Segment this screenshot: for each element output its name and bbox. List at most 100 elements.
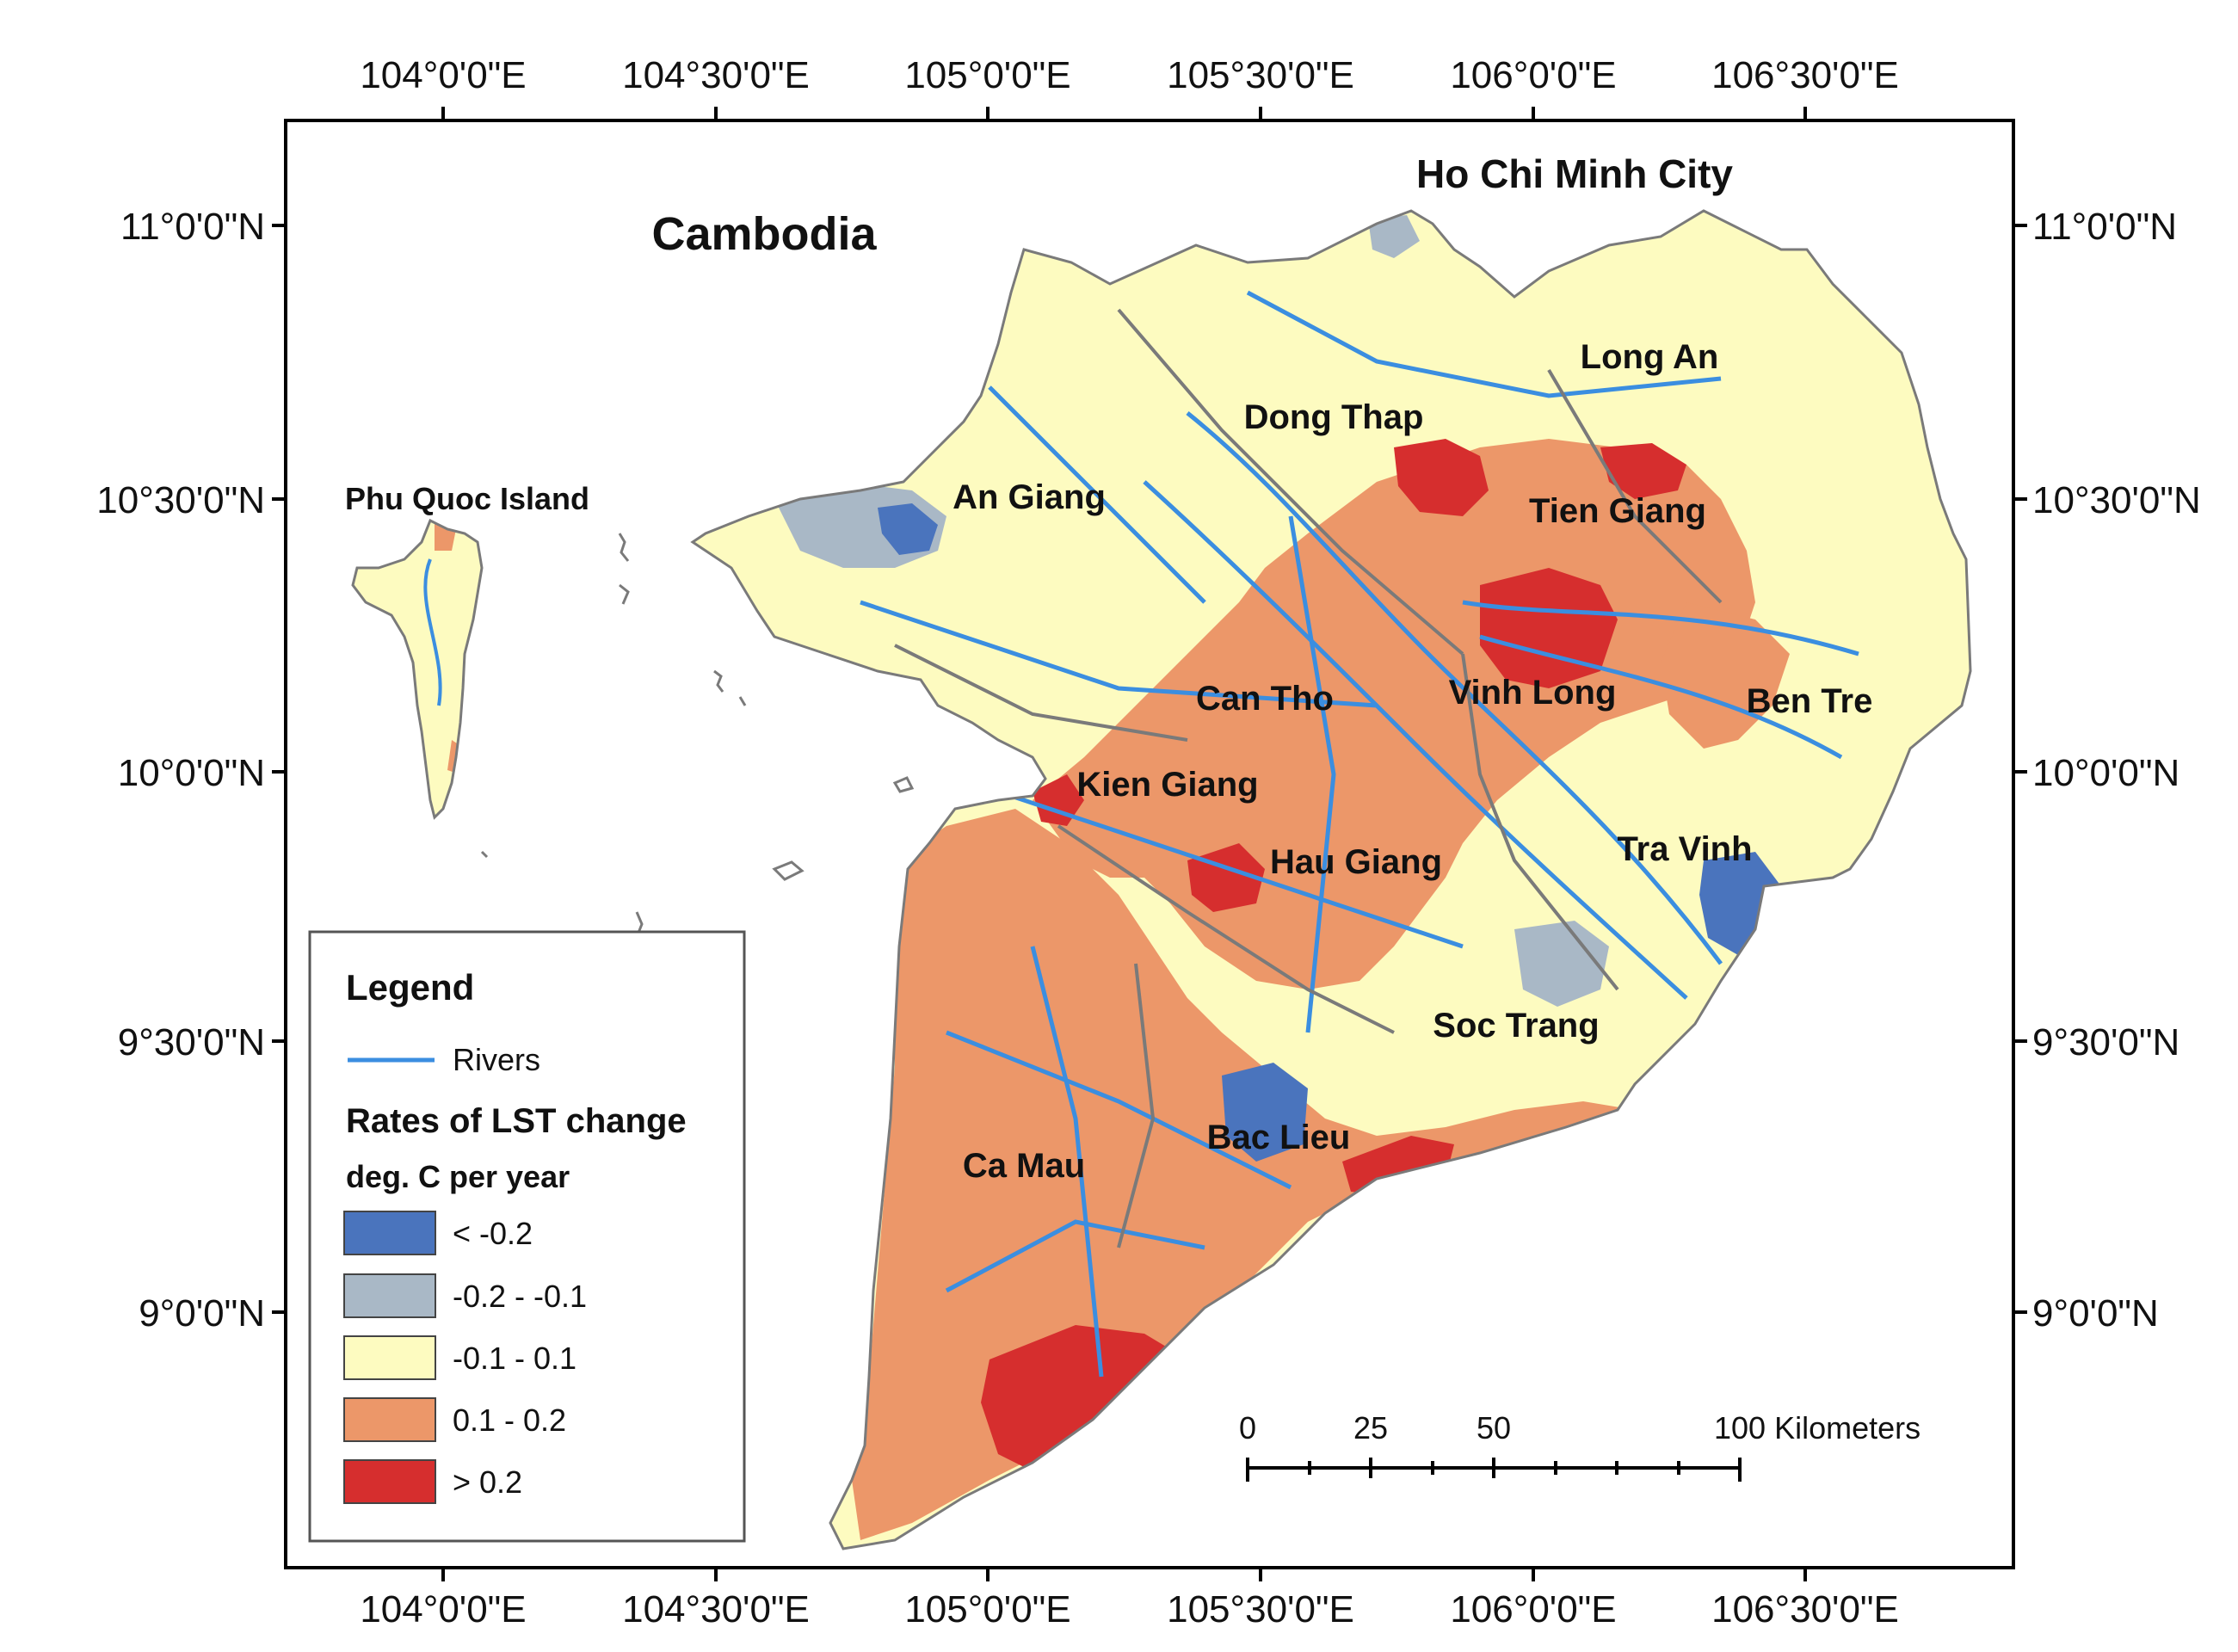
label-dong-thap: Dong Thap — [1244, 398, 1424, 436]
river-hau — [1143, 480, 1688, 1000]
delta-coastline — [690, 209, 1972, 1550]
river-canal-6 — [945, 1219, 1205, 1293]
river-canal-1 — [860, 600, 1378, 708]
province-boundaries — [894, 308, 1723, 1248]
bottom-axis: 104°0'0"E 104°30'0"E 105°0'0"E 105°30'0"… — [360, 1568, 1899, 1630]
label-can-tho: Can Tho — [1196, 680, 1334, 718]
phu-quoc-river — [423, 558, 442, 706]
legend-rate-title: Rates of LST change — [346, 1102, 687, 1140]
label-phu-quoc: Phu Quoc Island — [345, 481, 589, 516]
legend-swatch — [343, 1459, 436, 1504]
islet-1 — [618, 533, 630, 562]
zone-cooling-hcmc — [1368, 215, 1420, 258]
label-tien-giang: Tien Giang — [1529, 492, 1706, 530]
rivers — [860, 290, 1859, 1378]
left-axis: 11°0'0"N 10°30'0"N 10°0'0"N 9°30'0"N 9°0… — [96, 206, 286, 1335]
label-ben-tre: Ben Tre — [1747, 682, 1873, 720]
river-canal-5 — [1246, 290, 1722, 398]
river-tien — [1186, 411, 1723, 965]
label-kien-giang: Kien Giang — [1076, 766, 1258, 804]
label-an-giang: An Giang — [953, 478, 1106, 516]
top-tick-label: 105°0'0"E — [904, 54, 1070, 96]
bottom-tick-label: 104°0'0"E — [360, 1588, 526, 1630]
zone-slight-cooling-soctrang — [1514, 921, 1609, 1007]
legend-swatch — [343, 1273, 436, 1318]
legend-class-label: 0.1 - 0.2 — [453, 1402, 566, 1438]
legend: Legend Rivers Rates of LST change deg. C… — [308, 930, 746, 1543]
scale-label: 25 — [1353, 1410, 1388, 1446]
right-tick-label: 11°0'0"N — [2032, 206, 2177, 248]
zone-strong-dongthap — [1394, 439, 1489, 516]
left-tick-label: 9°30'0"N — [118, 1021, 265, 1063]
zone-strong-cooling-angiang — [878, 503, 938, 555]
label-soc-trang: Soc Trang — [1433, 1007, 1599, 1045]
zone-cooling-baclieu — [1222, 1063, 1308, 1162]
legend-swatch — [343, 1335, 436, 1380]
zone-strong-center — [1480, 568, 1618, 688]
label-tra-vinh: Tra Vinh — [1617, 830, 1752, 868]
islet-7 — [635, 911, 644, 934]
legend-rivers-label: Rivers — [453, 1042, 540, 1077]
legend-unit: deg. C per year — [346, 1159, 570, 1194]
label-hcmc: Ho Chi Minh City — [1416, 151, 1733, 196]
river-branch-1 — [1462, 600, 1859, 656]
scale-bar: 0 25 50 100 Kilometers — [1239, 1410, 1920, 1482]
legend-class-label: > 0.2 — [453, 1464, 522, 1500]
river-branch-2 — [1479, 634, 1843, 760]
river-canal-7 — [1030, 946, 1104, 1378]
scale-label: 100 Kilometers — [1714, 1410, 1920, 1446]
river-canal-3 — [946, 1030, 1292, 1190]
label-vinh-long: Vinh Long — [1449, 674, 1617, 712]
label-ca-mau: Ca Mau — [963, 1147, 1085, 1185]
legend-swatch — [343, 1211, 436, 1255]
legend-title: Legend — [346, 967, 474, 1008]
zone-strong-tiengiang — [1600, 443, 1686, 499]
right-axis: 11°0'0"N 10°30'0"N 10°0'0"N 9°30'0"N 9°0… — [2013, 206, 2201, 1335]
bottom-tick-label: 105°0'0"E — [904, 1588, 1070, 1630]
scale-label: 0 — [1239, 1410, 1256, 1446]
boundary-4 — [1461, 653, 1619, 991]
islet-8 — [480, 850, 489, 859]
right-tick-label: 9°30'0"N — [2032, 1021, 2179, 1063]
label-hau-giang: Hau Giang — [1270, 843, 1442, 881]
bottom-tick-label: 106°30'0"E — [1711, 1588, 1899, 1630]
river-canal-8 — [1288, 515, 1336, 1033]
boundary-5 — [1117, 963, 1156, 1248]
boundary-1 — [1117, 308, 1464, 656]
top-axis: 104°0'0"E 104°30'0"E 105°0'0"E 105°30'0"… — [360, 54, 1899, 120]
islet-5 — [892, 776, 915, 793]
left-tick-label: 10°30'0"N — [96, 479, 265, 521]
right-tick-label: 10°30'0"N — [2032, 479, 2201, 521]
legend-class-label: < -0.2 — [453, 1216, 533, 1251]
bottom-tick-label: 104°30'0"E — [622, 1588, 810, 1630]
zone-warming-east — [1661, 602, 1790, 749]
boundary-2 — [1057, 824, 1395, 1034]
label-bac-lieu: Bac Lieu — [1207, 1119, 1351, 1156]
scale-label: 50 — [1477, 1410, 1511, 1446]
boundary-3 — [1547, 368, 1723, 604]
islet-2 — [619, 583, 630, 605]
river-canal-2 — [946, 772, 1464, 949]
legend-class-label: -0.1 - 0.1 — [453, 1341, 576, 1376]
right-tick-label: 10°0'0"N — [2032, 752, 2179, 794]
islet-3 — [713, 669, 724, 693]
bottom-tick-label: 105°30'0"E — [1167, 1588, 1354, 1630]
river-canal-4 — [988, 385, 1206, 604]
top-tick-label: 104°0'0"E — [360, 54, 526, 96]
offshore-islets — [480, 533, 915, 934]
left-tick-label: 11°0'0"N — [120, 206, 265, 248]
left-tick-label: 9°0'0"N — [139, 1292, 265, 1335]
place-labels: Cambodia Ho Chi Minh City Phu Quoc Islan… — [345, 151, 1872, 1185]
zone-strong-kiengiang — [1033, 774, 1084, 826]
label-long-an: Long An — [1581, 338, 1719, 376]
phu-quoc-outline — [351, 518, 484, 820]
boundary-6 — [894, 644, 1188, 742]
legend-class-label: -0.2 - -0.1 — [453, 1279, 587, 1314]
label-cambodia: Cambodia — [651, 208, 877, 260]
top-tick-label: 106°0'0"E — [1450, 54, 1616, 96]
top-tick-label: 105°30'0"E — [1167, 54, 1354, 96]
bottom-tick-label: 106°0'0"E — [1450, 1588, 1616, 1630]
right-tick-label: 9°0'0"N — [2032, 1292, 2159, 1335]
left-tick-label: 10°0'0"N — [118, 752, 265, 794]
